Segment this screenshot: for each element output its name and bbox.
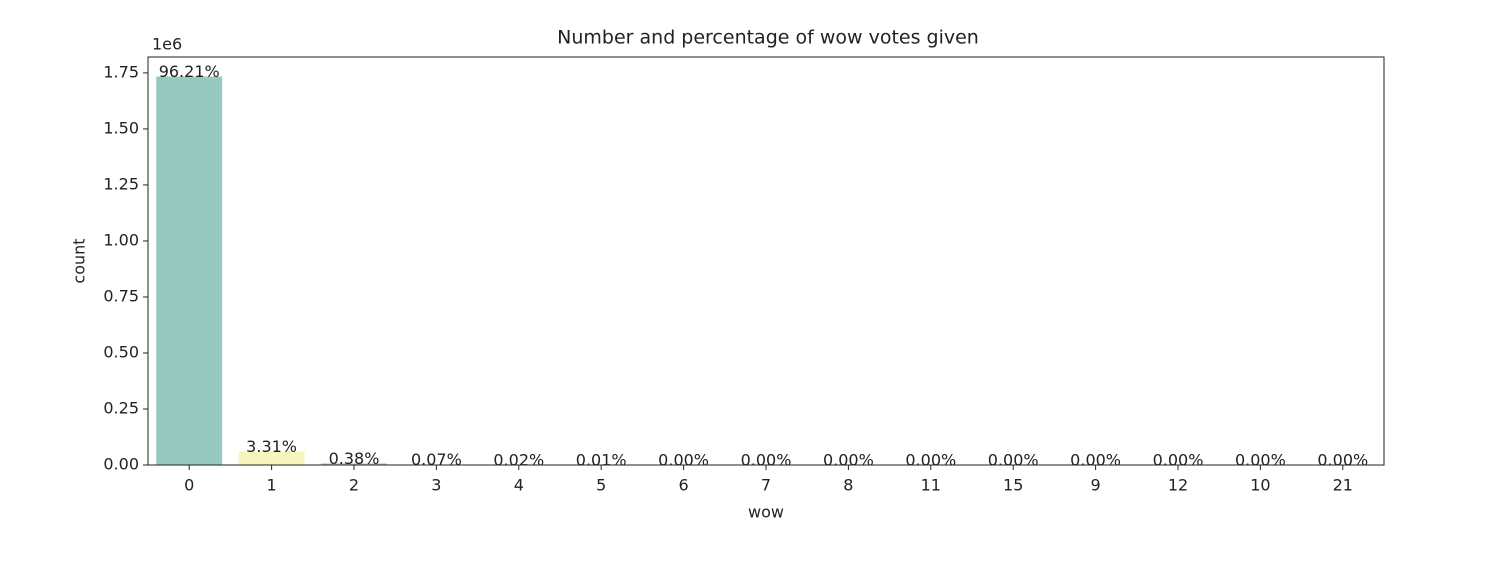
y-offset-label: 1e6 [152,35,182,54]
data-label: 0.00% [1070,450,1121,469]
y-tick-label: 0.75 [103,286,139,305]
data-label: 0.00% [988,450,1039,469]
x-tick-label: 0 [184,476,194,495]
data-label: 0.00% [823,450,874,469]
data-label: 0.02% [493,450,544,469]
data-label: 0.07% [411,450,462,469]
y-tick-label: 0.00 [103,455,139,474]
x-tick-label: 15 [1003,476,1023,495]
y-tick-label: 1.25 [103,174,139,193]
data-label: 0.00% [741,450,792,469]
x-axis-label: wow [748,503,784,522]
data-label: 3.31% [246,437,297,456]
data-label: 0.38% [329,449,380,468]
x-tick-label: 7 [761,476,771,495]
data-label: 96.21% [159,62,220,81]
x-tick-label: 11 [921,476,941,495]
bar [321,463,387,465]
y-tick-label: 1.50 [103,118,139,137]
x-tick-label: 5 [596,476,606,495]
x-tick-label: 8 [843,476,853,495]
y-tick-label: 0.50 [103,342,139,361]
data-label: 0.00% [658,450,709,469]
y-tick-label: 1.75 [103,62,139,81]
x-tick-label: 1 [267,476,277,495]
y-tick-label: 1.00 [103,230,139,249]
x-tick-label: 6 [679,476,689,495]
x-tick-label: 3 [431,476,441,495]
y-axis-label: count [70,238,89,283]
bar [156,76,223,465]
data-label: 0.00% [1235,450,1286,469]
bar [238,451,305,465]
data-label: 0.01% [576,450,627,469]
chart-title: Number and percentage of wow votes given [557,27,979,49]
x-tick-label: 21 [1333,476,1353,495]
data-label: 0.00% [1153,450,1204,469]
x-tick-label: 4 [514,476,524,495]
data-label: 0.00% [1317,450,1368,469]
x-tick-label: 12 [1168,476,1188,495]
y-tick-label: 0.25 [103,398,139,417]
x-tick-label: 10 [1250,476,1270,495]
data-label: 0.00% [905,450,956,469]
plot-frame [147,56,1385,466]
x-tick-label: 2 [349,476,359,495]
x-tick-label: 9 [1091,476,1101,495]
